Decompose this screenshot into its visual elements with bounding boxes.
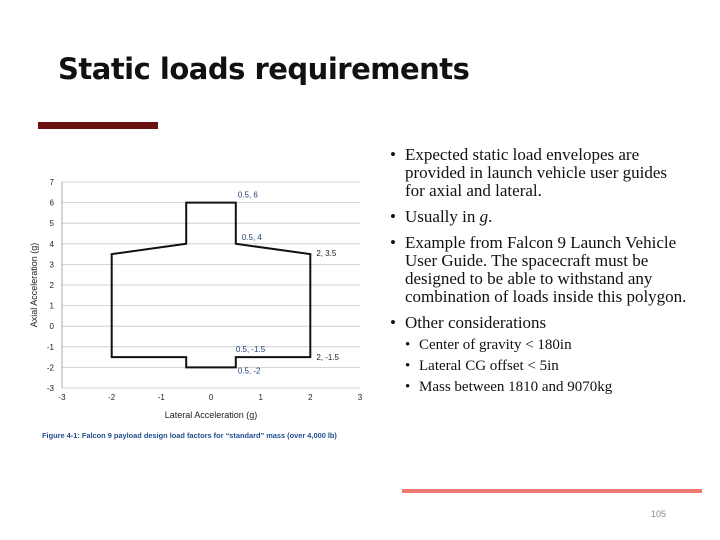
bullet-text: Lateral CG offset < 5in: [419, 358, 559, 374]
data-point-label: 0.5, -2: [238, 366, 261, 375]
sub-bullet-list: Center of gravity < 180in Lateral CG off…: [405, 337, 690, 395]
g-variable: g: [479, 207, 489, 226]
x-tick-label: 0: [209, 393, 214, 402]
y-tick-label: -1: [47, 343, 55, 352]
bullet-other-considerations: Other considerations Center of gravity <…: [390, 313, 690, 396]
y-tick-label: 0: [50, 322, 55, 331]
bullet-text: Usually in: [405, 207, 480, 226]
x-tick-label: -3: [58, 393, 66, 402]
y-tick-label: 2: [50, 281, 55, 290]
bullet-load-envelopes: Expected static load envelopes are provi…: [390, 146, 690, 200]
page-number: 105: [651, 509, 667, 519]
data-point-label: 2, -1.5: [316, 353, 339, 362]
bullet-text: .: [488, 207, 493, 226]
y-tick-label: 7: [50, 178, 55, 187]
x-tick-label: 1: [258, 393, 263, 402]
y-tick-label: 5: [50, 219, 55, 228]
bullet-list: Expected static load envelopes are provi…: [390, 146, 690, 403]
y-tick-label: 3: [50, 260, 55, 269]
title-accent-bar: [38, 122, 158, 129]
y-tick-label: 6: [50, 199, 55, 208]
data-point-label: 0.5, -1.5: [236, 345, 266, 354]
load-envelope-polygon: [110, 201, 312, 369]
data-point-label: 0.5, 6: [238, 191, 259, 200]
bullet-text: Other considerations: [405, 313, 547, 332]
footer-accent-line: [402, 489, 702, 493]
bullet-falcon9-example: Example from Falcon 9 Launch Vehicle Use…: [390, 234, 690, 306]
y-tick-label: 1: [50, 302, 55, 311]
bullet-text: Center of gravity < 180in: [419, 337, 572, 353]
x-tick-label: -2: [108, 393, 116, 402]
chart-axes: -3 -2 -1 0 1 2 3 4 5 6 7 -3 -2 -1 0 1 2 3: [47, 178, 363, 402]
chart-grid: [62, 181, 360, 389]
x-tick-label: -1: [158, 393, 166, 402]
bullet-text: Example from Falcon 9 Launch Vehicle Use…: [405, 233, 687, 306]
data-point-label: 0.5, 4: [242, 233, 263, 242]
bullet-text: Mass between 1810 and 9070kg: [419, 379, 613, 395]
x-tick-label: 2: [308, 393, 313, 402]
slide-title: Static loads requirements: [58, 52, 470, 86]
x-axis-label: Lateral Acceleration (g): [165, 410, 258, 420]
x-tick-label: 3: [358, 393, 363, 402]
y-tick-label: -2: [47, 363, 55, 372]
bullet-units: Usually in g.: [390, 207, 690, 227]
data-point-label: 2, 3.5: [316, 249, 337, 258]
y-axis-label: Axial Acceleration (g): [29, 243, 39, 328]
sub-bullet-cg: Center of gravity < 180in: [405, 337, 690, 353]
load-envelope-chart: -3 -2 -1 0 1 2 3 4 5 6 7 -3 -2 -1 0 1 2 3 0.5, 6 0.5, 4 2, …: [29, 178, 363, 440]
y-tick-label: 4: [50, 240, 55, 249]
chart-series: [110, 201, 312, 369]
sub-bullet-cg-offset: Lateral CG offset < 5in: [405, 358, 690, 374]
sub-bullet-mass: Mass between 1810 and 9070kg: [405, 379, 690, 395]
bullet-text: Expected static load envelopes are provi…: [405, 145, 668, 200]
figure-caption: Figure 4-1: Falcon 9 payload design load…: [42, 431, 337, 440]
chart-annotations: 0.5, 6 0.5, 4 2, 3.5 0.5, -1.5 2, -1.5 0.5, -…: [236, 191, 340, 376]
y-tick-label: -3: [47, 384, 55, 393]
